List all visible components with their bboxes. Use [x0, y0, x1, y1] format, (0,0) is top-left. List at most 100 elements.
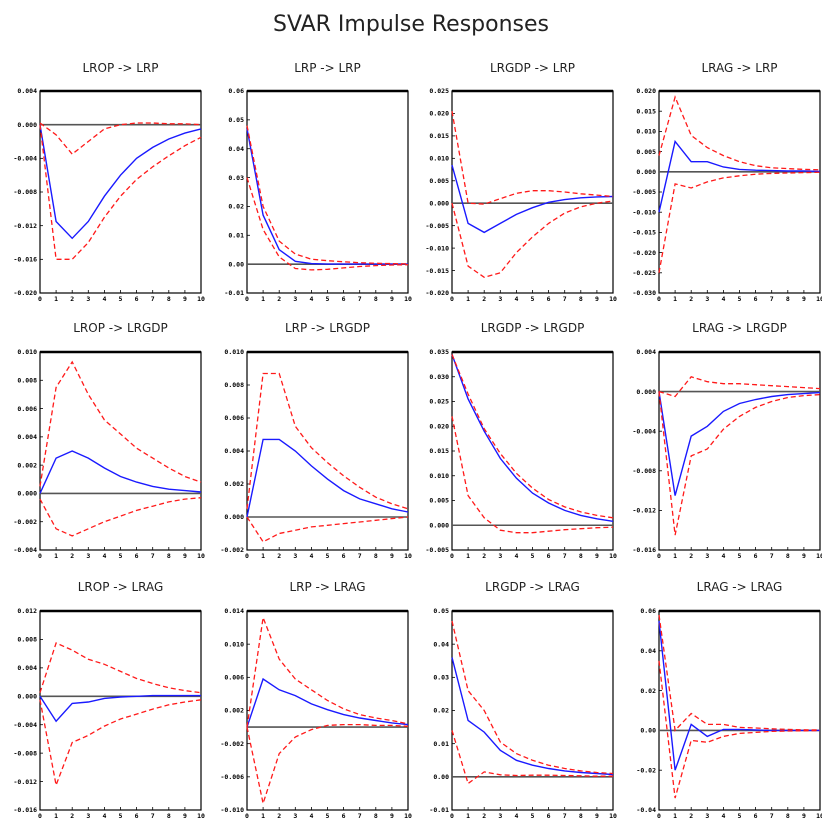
x-tick-label: 9	[802, 552, 806, 560]
response-line	[451, 354, 614, 522]
y-tick-label: 0.004	[17, 433, 37, 441]
x-tick-label: 4	[514, 812, 518, 820]
upper-band-line	[658, 614, 821, 732]
upper-band-line	[39, 642, 202, 694]
x-tick-label: 2	[70, 812, 74, 820]
y-tick-label: 0.010	[636, 128, 656, 136]
lower-band-line	[451, 200, 614, 279]
x-tick-label: 0	[657, 812, 661, 820]
y-tick-label: 0.00	[228, 260, 244, 268]
x-tick-label: 4	[102, 812, 106, 820]
y-tick-label: -0.020	[426, 289, 450, 297]
panel-lrag-lrag: LRAG -> LRAG 0.06 0.04 0.02 0.00 -0.02 -0.040 1…	[636, 580, 822, 820]
response-line	[451, 657, 614, 776]
x-tick-label: 10	[404, 812, 412, 820]
x-tick-label: 0	[38, 552, 42, 560]
y-tick-label: -0.030	[633, 289, 657, 297]
x-tick-label: 6	[754, 552, 758, 560]
y-tick-label: 0.04	[228, 145, 244, 153]
y-tick-label: -0.004	[633, 427, 657, 435]
response-line	[658, 391, 821, 496]
x-tick-label: 6	[342, 552, 346, 560]
x-tick-label: 7	[358, 295, 362, 303]
y-tick-label: 0.035	[429, 348, 449, 356]
x-tick-label: 1	[261, 295, 265, 303]
y-tick-label: 0.02	[228, 203, 244, 211]
panel-lrop-lrgdp: LROP -> LRGDP 0.010 0.008 0.006 0.004 0.002 0.…	[14, 321, 205, 560]
x-tick-label: 0	[450, 552, 454, 560]
plot-frame	[451, 610, 614, 811]
y-tick-label: 0.010	[429, 472, 449, 480]
upper-band-line	[451, 111, 614, 205]
x-tick-label: 8	[374, 295, 378, 303]
x-tick-label: 0	[450, 812, 454, 820]
x-tick-label: 7	[770, 295, 774, 303]
x-tick-label: 8	[167, 812, 171, 820]
x-tick-label: 2	[482, 812, 486, 820]
panel-title: LRAG -> LRGDP	[692, 321, 787, 335]
x-tick-label: 1	[673, 812, 677, 820]
y-tick-label: 0.04	[433, 640, 449, 648]
x-tick-label: 0	[38, 295, 42, 303]
x-tick-label: 10	[404, 295, 412, 303]
y-tick-label: -0.015	[633, 229, 657, 237]
x-tick-label: 1	[54, 812, 58, 820]
x-tick-label: 6	[135, 552, 139, 560]
panel-title: LRAG -> LRP	[701, 61, 777, 75]
x-tick-label: 7	[151, 295, 155, 303]
y-tick-label: 0.04	[640, 647, 656, 655]
response-line	[246, 438, 409, 518]
lower-band-line	[451, 416, 614, 534]
x-tick-label: 4	[102, 295, 106, 303]
x-tick-label: 4	[309, 812, 313, 820]
y-tick-label: 0.020	[429, 110, 449, 118]
y-tick-label: 0.00	[640, 727, 656, 735]
panel-title: LROP -> LRAG	[78, 580, 164, 594]
x-tick-label: 7	[151, 552, 155, 560]
x-tick-label: 3	[86, 552, 90, 560]
x-tick-label: 2	[689, 812, 693, 820]
plot-frame	[246, 610, 409, 811]
x-tick-label: 0	[38, 812, 42, 820]
y-tick-label: -0.010	[633, 208, 657, 216]
x-tick-label: 0	[245, 295, 249, 303]
x-tick-label: 10	[404, 552, 412, 560]
x-tick-label: 3	[705, 295, 709, 303]
x-tick-label: 6	[547, 295, 551, 303]
x-tick-label: 4	[721, 812, 725, 820]
lower-band-line	[39, 124, 202, 260]
y-tick-label: 0.008	[17, 636, 37, 644]
x-tick-label: 6	[547, 552, 551, 560]
y-tick-label: -0.012	[14, 778, 38, 786]
y-tick-label: -0.004	[14, 546, 38, 554]
x-tick-label: 9	[595, 812, 599, 820]
response-line	[658, 139, 821, 213]
y-tick-label: 0.005	[429, 497, 449, 505]
lower-band-line	[658, 391, 821, 536]
y-tick-label: -0.008	[14, 749, 38, 757]
x-tick-label: 9	[595, 552, 599, 560]
x-tick-label: 2	[689, 552, 693, 560]
y-tick-label: 0.014	[224, 607, 244, 615]
y-tick-label: -0.012	[633, 507, 657, 515]
y-tick-label: 0.004	[224, 447, 244, 455]
y-tick-label: 0.000	[17, 490, 37, 498]
y-tick-label: -0.016	[633, 546, 657, 554]
x-tick-label: 1	[261, 812, 265, 820]
lower-band-line	[658, 171, 821, 273]
y-tick-label: 0.004	[17, 664, 37, 672]
y-tick-label: -0.008	[14, 188, 38, 196]
response-line	[451, 164, 614, 234]
y-tick-label: -0.015	[426, 267, 450, 275]
x-tick-label: 10	[609, 552, 617, 560]
x-tick-label: 10	[609, 812, 617, 820]
x-tick-label: 2	[482, 295, 486, 303]
y-tick-label: 0.015	[429, 132, 449, 140]
x-tick-label: 9	[390, 552, 394, 560]
y-tick-label: -0.002	[14, 518, 38, 526]
upper-band-line	[39, 360, 202, 487]
x-tick-label: 1	[673, 552, 677, 560]
x-tick-label: 10	[197, 552, 205, 560]
lower-band-line	[246, 516, 409, 543]
x-tick-label: 1	[54, 295, 58, 303]
